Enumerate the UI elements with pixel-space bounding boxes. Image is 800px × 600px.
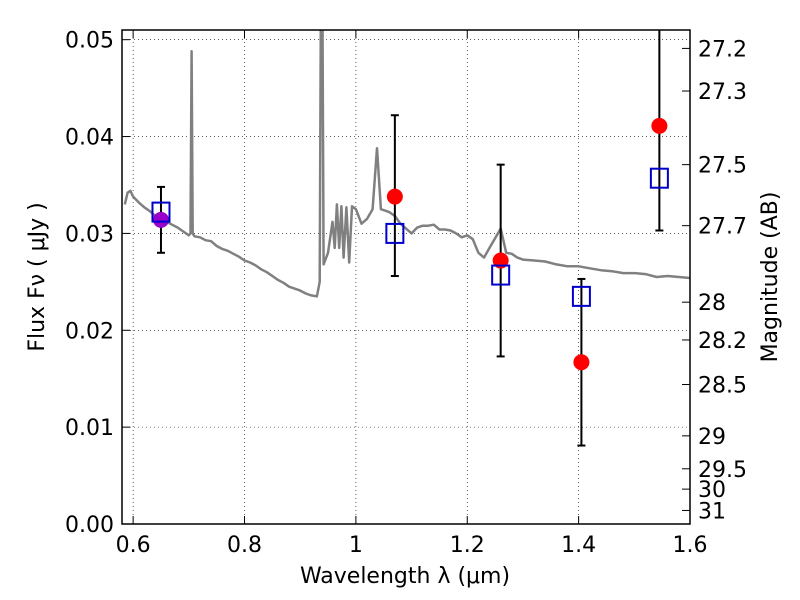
- observed-point: [152, 211, 169, 228]
- observed-point: [386, 188, 403, 205]
- y-right-tick-label: 27.2: [698, 37, 747, 62]
- y-right-tick-label: 28.5: [698, 374, 747, 399]
- observed-point: [651, 117, 668, 134]
- x-axis-title: Wavelength λ (μm): [300, 564, 510, 589]
- observed-point: [492, 252, 509, 269]
- y-right-tick-label: 29.5: [698, 458, 747, 483]
- y-tick-label: 0.00: [65, 513, 114, 538]
- model-photometry-points: [151, 167, 669, 307]
- y-right-tick-label: 28: [698, 291, 726, 316]
- y-right-tick-label: 30: [698, 478, 726, 503]
- x-tick-label: 1.6: [673, 533, 708, 558]
- y-right-tick-label: 31: [698, 499, 726, 524]
- spectrum-line: [123, 30, 690, 298]
- y-tick-label: 0.04: [65, 126, 114, 151]
- y-tick-label: 0.05: [65, 29, 114, 54]
- spectrum-series: [123, 30, 690, 298]
- x-tick-label: 1.4: [561, 533, 596, 558]
- model-point: [491, 264, 511, 286]
- plot-frame: [121, 29, 691, 525]
- x-tick-label: 1: [349, 533, 363, 558]
- y-right-tick-label: 27.5: [698, 154, 747, 179]
- grid: [122, 30, 691, 525]
- model-point: [571, 285, 591, 307]
- photometry-points: [152, 117, 668, 371]
- y-tick-label: 0.02: [65, 319, 114, 344]
- model-point: [385, 222, 405, 244]
- x-tick-label: 0.6: [116, 533, 151, 558]
- observed-point: [573, 354, 590, 371]
- y-right-tick-label: 27.7: [698, 215, 747, 240]
- x-tick-label: 1.2: [450, 533, 485, 558]
- model-point: [649, 167, 669, 189]
- y-right-tick-label: 28.2: [698, 329, 747, 354]
- y-tick-label: 0.01: [65, 416, 114, 441]
- ticks: 0.6 0.8 1 1.2 1.4 1.6 0.00 0.01 0.02 0.03 0.04 0.05…: [65, 29, 747, 558]
- model-point: [151, 201, 171, 223]
- y-axis-title: Flux Fν ( μJy ): [25, 202, 50, 351]
- errorbar-series: [156, 30, 664, 447]
- y-tick-label: 0.03: [65, 222, 114, 247]
- y-right-tick-label: 29: [698, 425, 726, 450]
- x-tick-label: 0.8: [227, 533, 262, 558]
- y-axis-right-title: Magnitude (AB): [758, 192, 783, 363]
- y-right-tick-label: 27.3: [698, 80, 747, 105]
